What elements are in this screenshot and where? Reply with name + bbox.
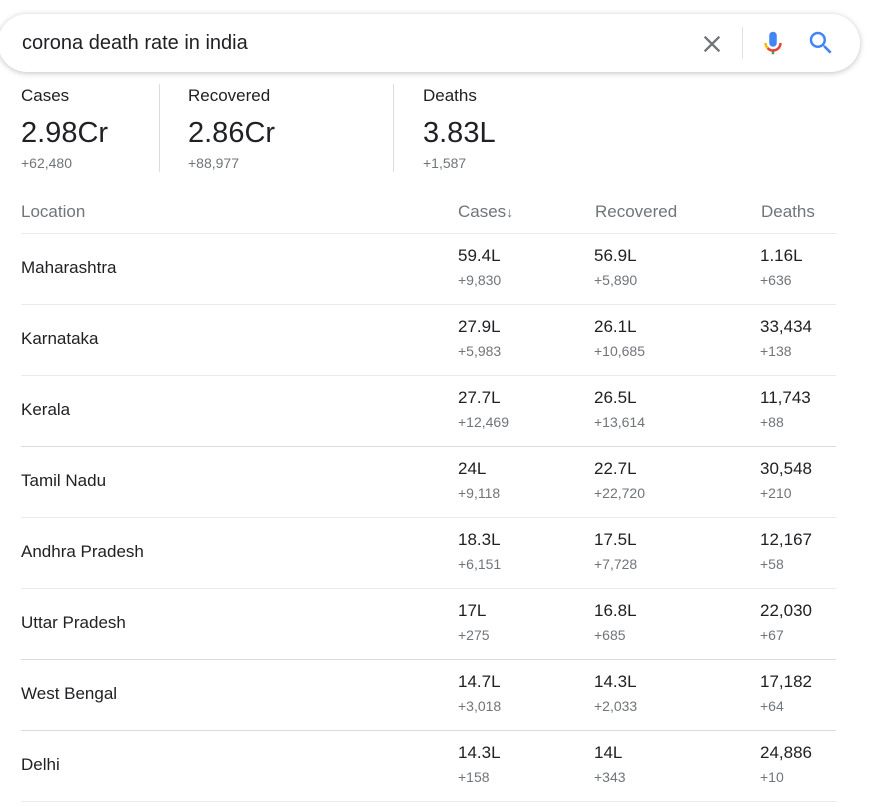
recovered-value: 26.1L (594, 317, 637, 336)
row-location: Kerala (21, 400, 71, 419)
column-header-location: Location (21, 202, 86, 221)
row-location: Uttar Pradesh (21, 613, 126, 632)
stat-delta: +88,977 (188, 155, 239, 171)
column-header-deaths[interactable]: Deaths (761, 202, 815, 221)
recovered-value: 26.5L (594, 388, 637, 407)
row-location: Tamil Nadu (21, 471, 107, 490)
deaths-value: 12,167 (760, 530, 812, 549)
recovered-value: 14L (594, 743, 623, 762)
row-location: Andhra Pradesh (21, 542, 144, 561)
recovered-delta: +2,033 (594, 698, 638, 714)
deaths-delta: +58 (760, 556, 784, 572)
deaths-value: 33,434 (760, 317, 812, 336)
stat-delta: +62,480 (21, 155, 72, 171)
cases-delta: +9,118 (458, 485, 501, 501)
cases-value: 27.7L (458, 388, 501, 407)
cases-delta: +275 (458, 627, 490, 643)
table-row[interactable]: Maharashtra 59.4L +9,830 56.9L +5,890 1.16… (21, 234, 836, 305)
recovered-delta: +22,720 (594, 485, 645, 501)
recovered-delta: +343 (594, 769, 626, 785)
row-location: West Bengal (21, 684, 118, 703)
deaths-delta: +64 (760, 698, 784, 714)
table-row[interactable]: Kerala 27.7L +12,469 26.5L +13,614 11,743 +… (21, 376, 836, 447)
deaths-delta: +88 (760, 414, 784, 430)
recovered-delta: +7,728 (594, 556, 638, 572)
recovered-delta: +5,890 (594, 272, 638, 288)
deaths-value: 17,182 (760, 672, 812, 691)
sort-arrow-down-icon: ↓ (506, 204, 514, 220)
recovered-value: 22.7L (594, 459, 637, 478)
column-header-cases-label: Cases (458, 202, 507, 221)
stat-value: 2.86Cr (188, 117, 276, 149)
recovered-value: 56.9L (594, 246, 637, 265)
stat-label: Recovered (188, 86, 271, 105)
stat-divider (159, 84, 160, 172)
cases-delta: +9,830 (458, 272, 502, 288)
cases-value: 27.9L (458, 317, 501, 336)
location-table: Location Cases↓ Recovered Deaths Maharas… (21, 196, 836, 802)
recovered-value: 14.3L (594, 672, 637, 691)
table-row[interactable]: Karnataka 27.9L +5,983 26.1L +10,685 33,43… (21, 305, 836, 376)
table-row[interactable]: Andhra Pradesh 18.3L +6,151 17.5L +7,728 1… (21, 518, 836, 589)
deaths-value: 30,548 (760, 459, 812, 478)
cases-delta: +12,469 (458, 414, 509, 430)
stat-label: Cases (21, 86, 70, 105)
stat-value: 3.83L (423, 117, 496, 149)
recovered-value: 16.8L (594, 601, 637, 620)
deaths-value: 24,886 (760, 743, 812, 762)
deaths-delta: +138 (760, 343, 792, 359)
recovered-value: 17.5L (594, 530, 637, 549)
cases-value: 14.3L (458, 743, 501, 762)
cases-value: 17L (458, 601, 487, 620)
deaths-delta: +210 (760, 485, 792, 501)
close-icon (703, 35, 721, 53)
deaths-delta: +636 (760, 272, 792, 288)
deaths-delta: +10 (760, 769, 784, 785)
search-input[interactable] (22, 30, 662, 56)
table-row[interactable]: Uttar Pradesh 17L +275 16.8L +685 22,030 +6… (21, 589, 836, 660)
deaths-value: 22,030 (760, 601, 812, 620)
stat-delta: +1,587 (423, 155, 467, 171)
search-button[interactable] (806, 28, 836, 58)
search-icon (809, 31, 832, 54)
clear-search-button[interactable] (698, 30, 726, 58)
cases-value: 14.7L (458, 672, 501, 691)
stat-divider (393, 84, 394, 172)
deaths-value: 11,743 (760, 388, 811, 407)
recovered-delta: +13,614 (594, 414, 645, 430)
microphone-icon (764, 31, 782, 55)
deaths-value: 1.16L (760, 246, 803, 265)
row-location: Maharashtra (21, 258, 117, 277)
deaths-delta: +67 (760, 627, 784, 643)
voice-search-button[interactable] (758, 28, 788, 58)
stat-label: Deaths (423, 86, 477, 105)
cases-delta: +5,983 (458, 343, 502, 359)
cases-value: 24L (458, 459, 487, 478)
table-row[interactable]: Delhi 14.3L +158 14L +343 24,886 +10 (21, 731, 836, 802)
cases-delta: +6,151 (458, 556, 502, 572)
cases-value: 18.3L (458, 530, 501, 549)
column-header-recovered[interactable]: Recovered (595, 202, 678, 221)
recovered-delta: +685 (594, 627, 626, 643)
search-bar-divider (742, 27, 743, 59)
table-header: Location Cases↓ Recovered Deaths (21, 196, 836, 234)
recovered-delta: +10,685 (594, 343, 645, 359)
cases-delta: +3,018 (458, 698, 502, 714)
column-header-cases[interactable]: Cases↓ (458, 202, 513, 222)
cases-delta: +158 (458, 769, 490, 785)
cases-value: 59.4L (458, 246, 501, 265)
table-row[interactable]: West Bengal 14.7L +3,018 14.3L +2,033 17,1… (21, 660, 836, 731)
stat-value: 2.98Cr (21, 117, 109, 149)
row-location: Karnataka (21, 329, 99, 348)
table-row[interactable]: Tamil Nadu 24L +9,118 22.7L +22,720 30,548… (21, 447, 836, 518)
row-location: Delhi (21, 755, 60, 774)
search-bar (0, 14, 860, 72)
summary-stats: Cases 2.98Cr +62,480 Recovered 2.86Cr +8… (0, 84, 874, 174)
